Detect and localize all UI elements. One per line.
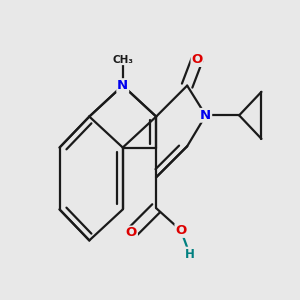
- Text: O: O: [191, 53, 203, 66]
- Text: N: N: [117, 79, 128, 92]
- Text: N: N: [200, 109, 211, 122]
- Text: O: O: [175, 224, 187, 237]
- Text: O: O: [126, 226, 137, 239]
- Text: H: H: [185, 248, 195, 260]
- Text: CH₃: CH₃: [112, 55, 133, 64]
